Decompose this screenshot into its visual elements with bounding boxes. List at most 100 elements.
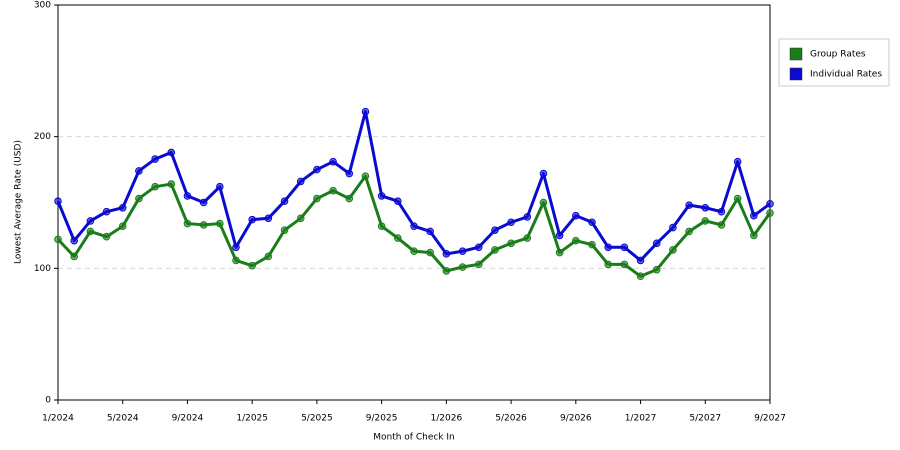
data-point (410, 222, 418, 230)
data-point (750, 211, 758, 220)
data-point (183, 192, 192, 200)
data-point (491, 246, 499, 254)
data-point (329, 186, 337, 195)
data-point (636, 272, 645, 281)
x-tick-label: 9/2027 (754, 414, 786, 424)
data-point (216, 219, 224, 228)
data-point (135, 194, 143, 203)
data-point (474, 260, 483, 269)
x-tick-label: 9/2025 (366, 414, 398, 424)
data-point (377, 222, 386, 230)
y-tick-label: 300 (34, 1, 51, 11)
data-point (118, 222, 127, 230)
data-point (572, 236, 580, 245)
data-point (733, 194, 742, 203)
data-point (572, 211, 580, 220)
x-tick-label: 5/2027 (689, 414, 721, 424)
data-point (442, 267, 451, 275)
data-point (329, 157, 337, 166)
data-point (474, 243, 483, 252)
data-point (507, 239, 515, 248)
data-point (523, 213, 532, 221)
data-point (296, 214, 305, 223)
x-tick-label: 5/2024 (107, 414, 139, 424)
data-point (458, 247, 467, 256)
legend-label: Group Rates (810, 50, 866, 60)
data-point (588, 240, 596, 249)
data-point (264, 214, 273, 223)
data-point (458, 263, 467, 271)
data-point (394, 234, 402, 242)
data-point (620, 243, 629, 252)
data-point (361, 172, 370, 180)
data-point (296, 177, 305, 186)
data-point (264, 252, 273, 261)
x-tick-label: 1/2025 (236, 414, 268, 424)
data-point (280, 197, 289, 205)
y-axis-label: Lowest Average Rate (USD) (14, 140, 24, 264)
data-point (426, 248, 434, 257)
x-tick-label: 9/2024 (172, 414, 204, 424)
data-point (717, 207, 726, 216)
data-point (410, 247, 418, 256)
data-point (604, 260, 612, 269)
data-point (248, 215, 256, 224)
x-tick-label: 9/2026 (560, 414, 592, 424)
data-point (151, 155, 159, 163)
y-tick-label: 0 (45, 396, 51, 406)
data-point (54, 235, 62, 244)
data-point (70, 252, 78, 261)
data-point (669, 246, 677, 254)
data-point (507, 218, 515, 227)
data-point (102, 207, 111, 216)
data-point (523, 234, 532, 242)
legend-swatch (789, 47, 803, 61)
x-tick-label: 5/2026 (495, 414, 527, 424)
data-point (377, 192, 386, 200)
data-point (183, 219, 192, 228)
data-point (426, 227, 434, 236)
data-point (102, 232, 111, 241)
data-point (588, 218, 596, 227)
x-tick-label: 1/2027 (625, 414, 657, 424)
legend-label: Individual Rates (810, 70, 882, 80)
data-point (232, 243, 240, 252)
data-point (151, 182, 159, 191)
data-point (167, 148, 176, 157)
x-tick-label: 5/2025 (301, 414, 333, 424)
x-axis-label: Month of Check In (373, 433, 455, 443)
x-tick-label: 1/2024 (42, 414, 74, 424)
data-point (199, 198, 208, 207)
data-point (539, 169, 548, 178)
data-point (766, 209, 774, 217)
data-point (442, 250, 451, 258)
data-point (733, 157, 742, 166)
data-point (701, 203, 710, 212)
data-point (70, 236, 78, 245)
data-point (86, 217, 95, 225)
data-point (345, 169, 354, 178)
data-point (361, 107, 370, 116)
data-point (118, 203, 127, 212)
data-point (685, 227, 693, 236)
data-point (652, 239, 661, 248)
data-point (555, 231, 564, 240)
legend-swatch (789, 67, 803, 81)
data-point (167, 180, 176, 188)
data-point (491, 226, 499, 234)
data-point (394, 197, 402, 205)
data-point (766, 200, 774, 208)
data-point (313, 165, 321, 174)
data-point (652, 265, 661, 274)
data-point (701, 217, 710, 225)
data-point (54, 197, 62, 205)
data-point (199, 221, 208, 229)
data-point (685, 201, 693, 209)
data-point (216, 182, 224, 191)
data-point (620, 260, 629, 269)
y-tick-label: 100 (34, 264, 51, 274)
data-point (232, 256, 240, 265)
data-point (636, 256, 645, 265)
data-point (86, 227, 95, 236)
